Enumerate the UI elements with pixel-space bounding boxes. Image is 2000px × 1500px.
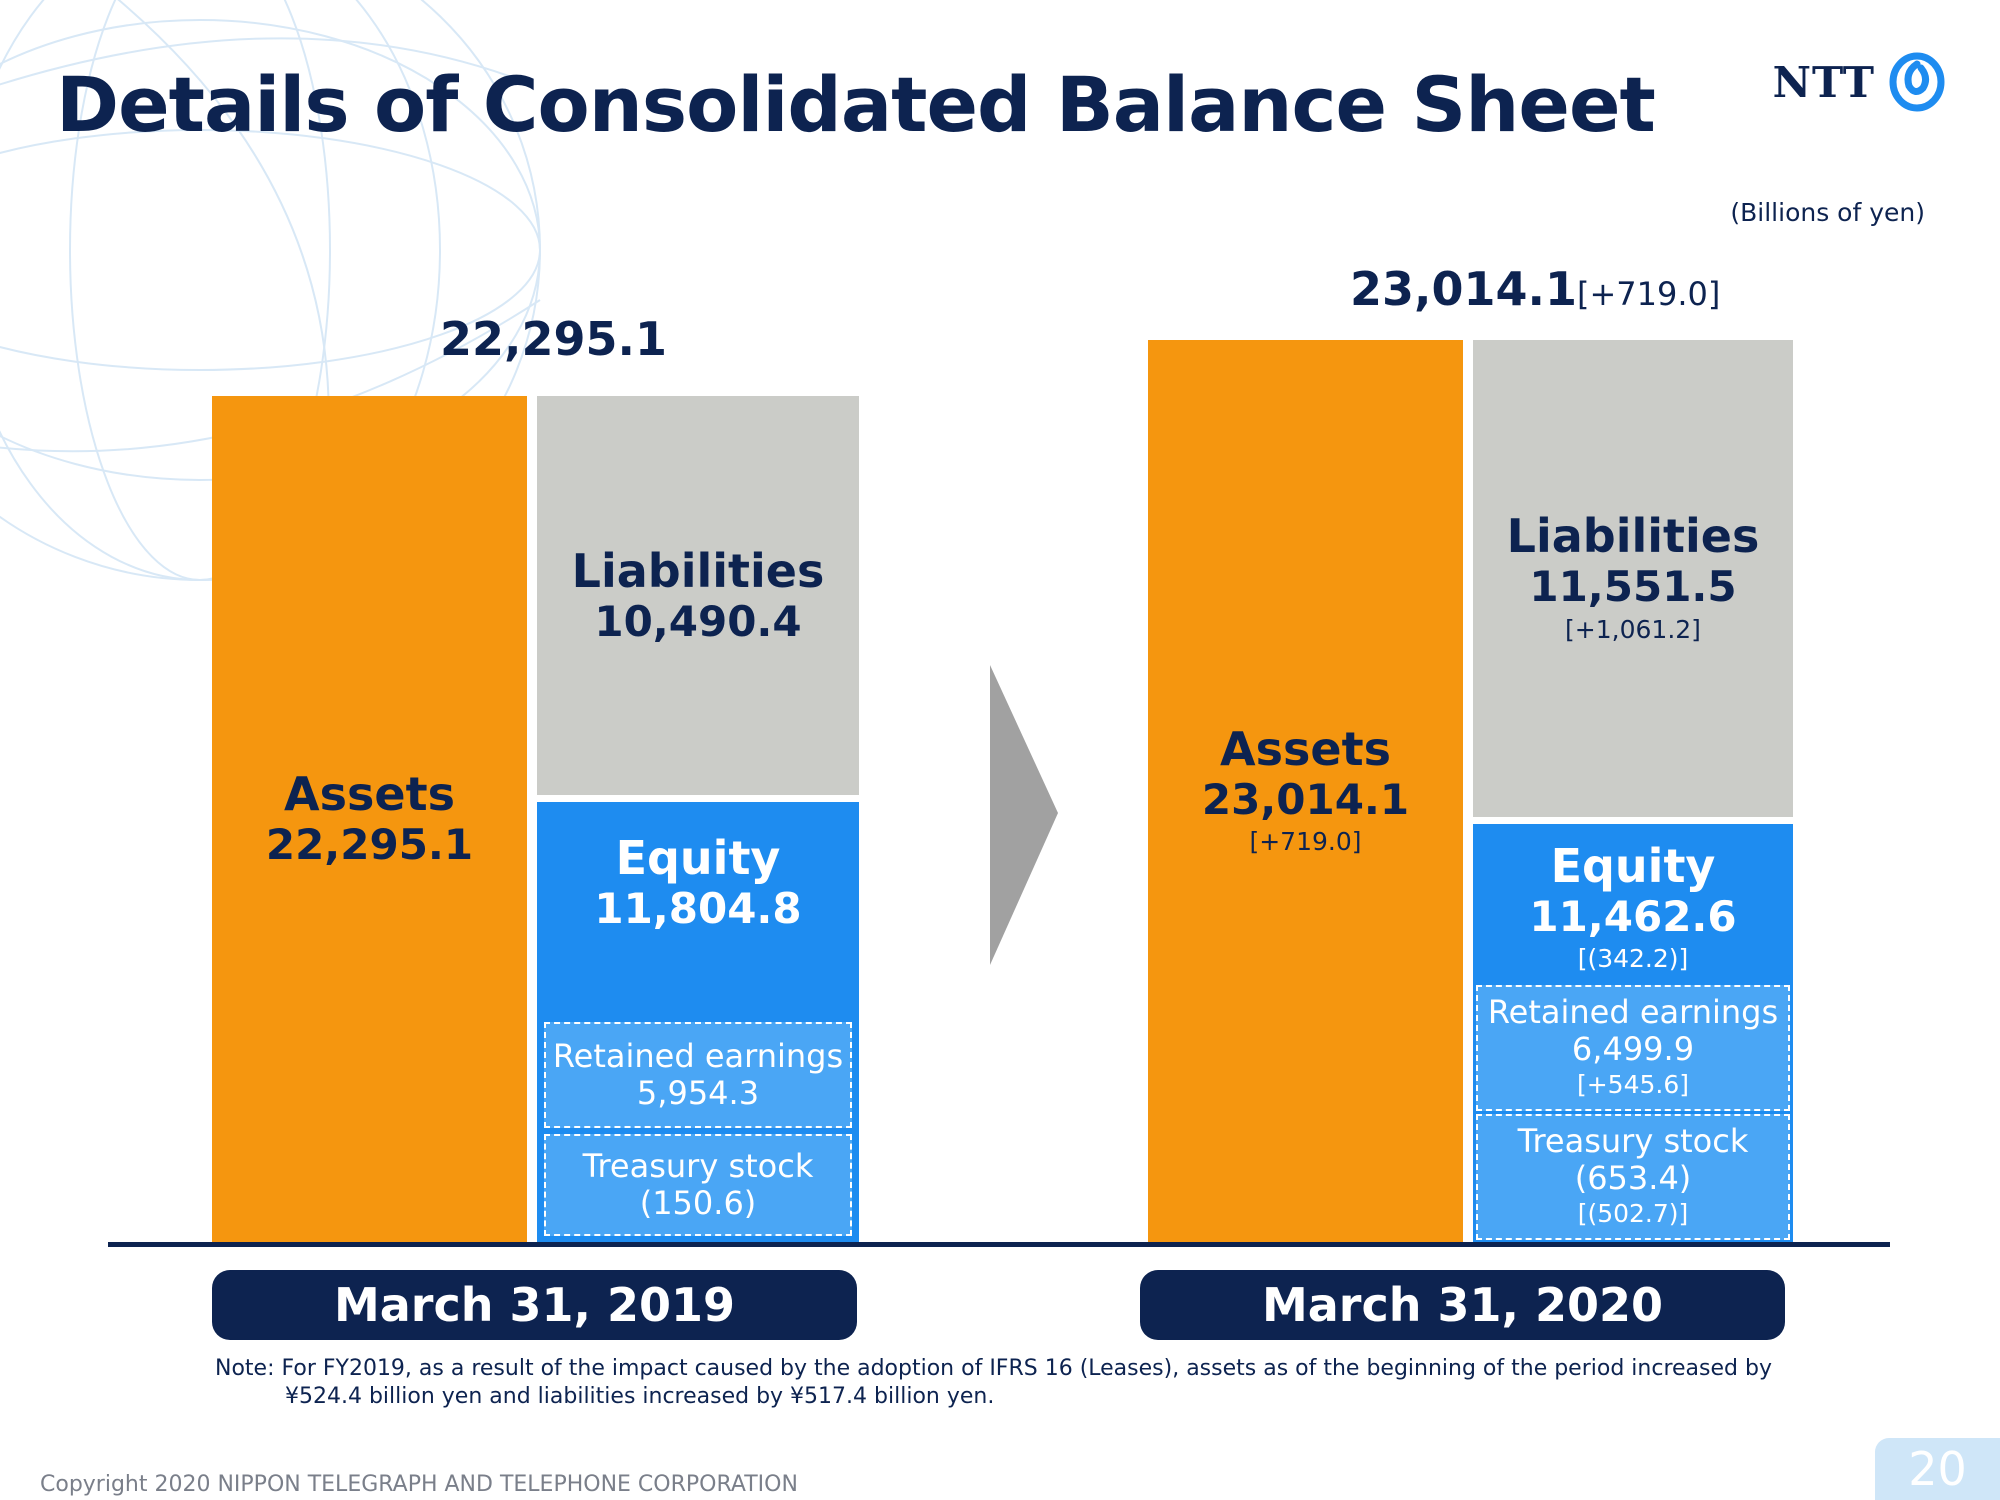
segment-delta: [+1,061.2] [1565, 614, 1701, 644]
segment-label: Equity [1550, 839, 1716, 893]
segment-delta: [+719.0] [1249, 827, 1362, 857]
globe-background [0, 0, 541, 601]
sub-value: (653.4) [1574, 1159, 1692, 1198]
treasury-stock-2020: Treasury stock (653.4) [(502.7)] [1476, 1114, 1790, 1240]
total-2019: 22,295.1 [440, 312, 667, 366]
retained-earnings-2019: Retained earnings 5,954.3 [544, 1022, 852, 1128]
logo-text: NTT [1772, 57, 1875, 107]
footnote: Note: For FY2019, as a result of the imp… [215, 1355, 1775, 1410]
segment-delta: [(342.2)] [1577, 944, 1689, 974]
segment-value: 22,295.1 [265, 820, 474, 870]
sub-delta: [+545.6] [1576, 1069, 1690, 1099]
bar-liabilities-2020: Liabilities 11,551.5 [+1,061.2] [1473, 340, 1793, 817]
date-label-2020: March 31, 2020 [1140, 1270, 1785, 1340]
page-number: 20 [1875, 1438, 2000, 1500]
sub-value: 6,499.9 [1571, 1030, 1695, 1069]
total-value: 23,014.1 [1350, 262, 1577, 316]
sub-delta: [(502.7)] [1577, 1198, 1689, 1228]
sub-value: 5,954.3 [636, 1074, 760, 1112]
segment-value: 11,462.6 [1529, 891, 1737, 941]
segment-value: 10,490.4 [594, 596, 802, 646]
segment-value: 11,804.8 [594, 883, 802, 933]
ntt-swirl-icon [1889, 52, 1945, 112]
treasury-stock-2019: Treasury stock (150.6) [544, 1134, 852, 1236]
bar-liabilities-2019: Liabilities 10,490.4 [537, 396, 859, 795]
sub-label: Treasury stock [1517, 1122, 1749, 1161]
sub-label: Retained earnings [1487, 993, 1779, 1032]
sub-label: Treasury stock [582, 1147, 814, 1186]
footnote-line-2: ¥524.4 billion yen and liabilities incre… [285, 1383, 995, 1409]
arrow-right-icon [990, 665, 1058, 965]
segment-label: Liabilities [1506, 509, 1760, 564]
copyright: Copyright 2020 NIPPON TELEGRAPH AND TELE… [40, 1472, 798, 1497]
unit-note: (Billions of yen) [1730, 198, 1925, 227]
retained-earnings-2020: Retained earnings 6,499.9 [+545.6] [1476, 985, 1790, 1111]
baseline [108, 1242, 1890, 1247]
bar-assets-2019: Assets 22,295.1 [212, 396, 527, 1242]
total-2020: 23,014.1[+719.0] [1350, 262, 1720, 316]
segment-value: 11,551.5 [1529, 562, 1737, 612]
sub-value: (150.6) [639, 1184, 757, 1222]
page-title: Details of Consolidated Balance Sheet [56, 60, 1656, 149]
total-value: 22,295.1 [440, 312, 667, 366]
segment-label: Assets [1220, 721, 1391, 776]
ntt-logo: NTT [1773, 52, 1945, 112]
segment-label: Assets [284, 767, 455, 822]
segment-label: Equity [615, 831, 781, 885]
date-label-2019: March 31, 2019 [212, 1270, 857, 1340]
segment-label: Liabilities [571, 543, 825, 598]
bar-assets-2020: Assets 23,014.1 [+719.0] [1148, 340, 1463, 1242]
segment-value: 23,014.1 [1201, 774, 1410, 824]
footnote-line-1: Note: For FY2019, as a result of the imp… [215, 1356, 1772, 1381]
total-delta: [+719.0] [1577, 275, 1721, 313]
sub-label: Retained earnings [552, 1037, 844, 1076]
